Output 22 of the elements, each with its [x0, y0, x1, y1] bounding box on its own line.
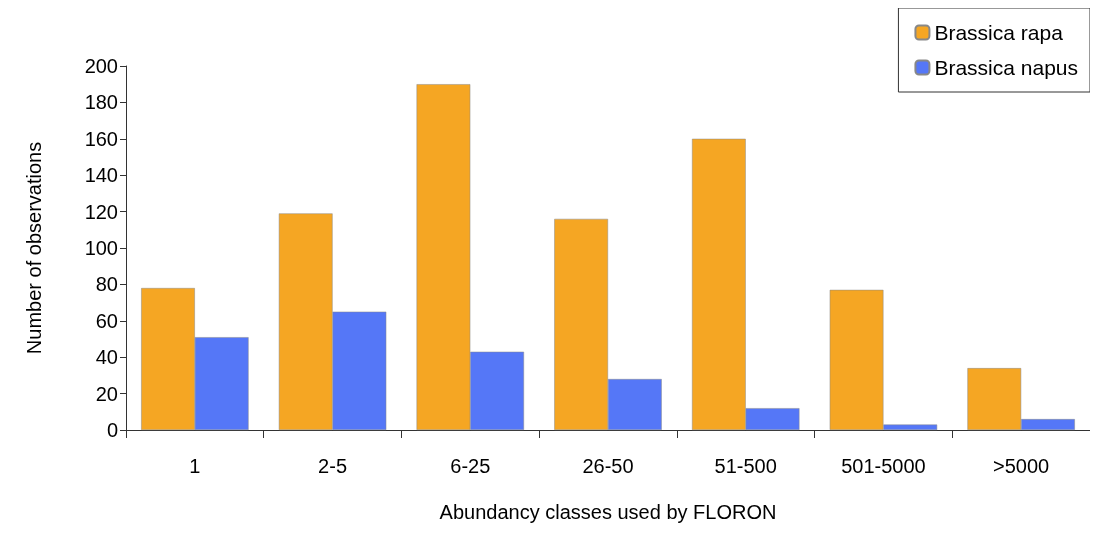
x-tick-label: 26-50 [582, 455, 634, 477]
x-tick-label: 2-5 [318, 455, 348, 477]
x-tick-label: 501-5000 [841, 455, 926, 477]
y-tick-label: 100 [84, 237, 118, 259]
y-tick-label: 20 [95, 382, 118, 405]
y-tick-label: 200 [84, 55, 118, 77]
y-tick-label: 40 [95, 346, 118, 369]
y-tick-label: 80 [95, 273, 118, 296]
x-tick-label: 51-500 [714, 455, 777, 477]
x-tick-label: 1 [189, 455, 201, 477]
y-tick-label: 120 [84, 200, 118, 223]
y-tick-label: 180 [84, 91, 118, 114]
y-tick-label: 160 [84, 127, 118, 150]
y-tick-label: 60 [95, 309, 118, 332]
x-tick-label: >5000 [993, 455, 1050, 477]
x-axis-title: Abundancy classes used by FLORON [439, 501, 777, 523]
y-tick-label: 0 [106, 419, 118, 441]
x-tick-label: 6-25 [450, 455, 491, 477]
legend-label: Brassica rapa [934, 21, 1064, 44]
y-tick-label: 140 [84, 164, 118, 187]
y-axis-title: Number of observations [23, 141, 45, 355]
legend-label: Brassica napus [934, 56, 1078, 79]
